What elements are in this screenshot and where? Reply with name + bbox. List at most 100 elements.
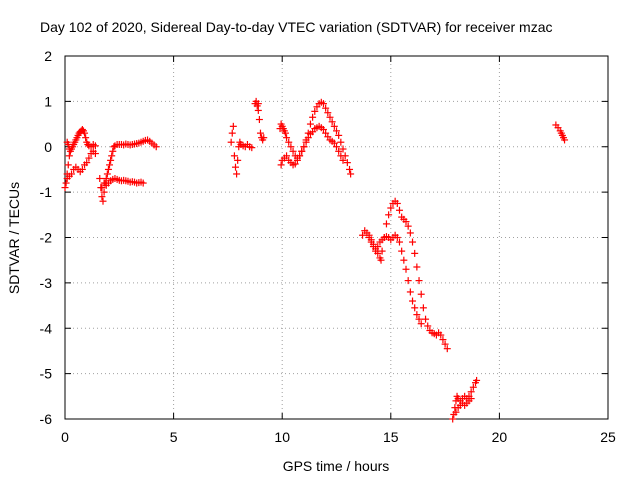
data-point: [404, 277, 412, 285]
data-point: [98, 193, 106, 201]
data-point: [232, 163, 240, 171]
data-point: [83, 159, 91, 167]
data-point: [398, 247, 406, 255]
data-point: [82, 134, 90, 142]
data-point: [99, 197, 107, 205]
data-point: [411, 304, 419, 312]
data-point: [395, 238, 403, 246]
data-point: [404, 222, 412, 230]
data-point: [406, 288, 414, 296]
data-point: [337, 138, 345, 146]
data-point: [467, 395, 475, 403]
data-point: [304, 134, 312, 142]
data-point: [103, 170, 111, 178]
data-point: [227, 138, 235, 146]
data-point: [289, 147, 297, 155]
y-tick-label: 2: [44, 48, 52, 64]
data-points: [61, 97, 569, 423]
x-tick-labels: 0 5 10 15 20 25: [61, 429, 616, 445]
data-point: [413, 311, 421, 319]
data-point: [339, 156, 347, 164]
data-point: [256, 129, 264, 137]
y-tick-label: -2: [40, 230, 53, 246]
data-point: [306, 120, 314, 128]
data-point: [319, 100, 327, 108]
data-point: [81, 129, 89, 137]
data-point: [402, 265, 410, 273]
data-point: [100, 188, 108, 196]
data-point: [473, 376, 481, 384]
data-point: [335, 131, 343, 139]
data-point: [68, 170, 76, 178]
data-point: [324, 109, 332, 117]
data-point: [415, 315, 423, 323]
data-point: [78, 126, 86, 134]
data-point: [346, 165, 354, 173]
data-point: [359, 231, 367, 239]
data-point: [443, 345, 451, 353]
data-point: [254, 100, 262, 108]
y-axis-label: SDTVAR / TECUs: [6, 182, 22, 294]
data-point: [330, 139, 338, 147]
data-point: [378, 247, 386, 255]
data-point: [65, 145, 73, 153]
data-point: [437, 331, 445, 339]
y-tick-label: -5: [40, 366, 53, 382]
data-point: [469, 383, 477, 391]
y-tick-label: -3: [40, 275, 53, 291]
grid-lines: [65, 56, 608, 419]
data-point: [339, 145, 347, 153]
data-point: [330, 122, 338, 130]
data-point: [287, 143, 295, 151]
data-point: [400, 256, 408, 264]
data-point: [561, 136, 569, 144]
data-point: [281, 129, 289, 137]
data-point: [439, 336, 447, 344]
data-point: [104, 165, 112, 173]
data-point: [326, 113, 334, 121]
data-point: [374, 243, 382, 251]
y-tick-labels: 2 1 0 -1 -2 -3 -4 -5 -6: [40, 48, 53, 427]
data-point: [424, 322, 432, 330]
plot-frame: [64, 55, 609, 420]
y-tick-label: 0: [44, 139, 52, 155]
data-point: [387, 204, 395, 212]
x-tick-label: 25: [600, 429, 616, 445]
data-point: [107, 156, 115, 164]
data-point: [402, 218, 410, 226]
data-point: [230, 152, 238, 160]
data-point: [139, 179, 147, 187]
x-tick-label: 20: [492, 429, 508, 445]
data-point: [78, 165, 86, 173]
data-point: [328, 118, 336, 126]
data-point: [409, 297, 417, 305]
data-point: [343, 159, 351, 167]
data-point: [309, 113, 317, 121]
data-point: [385, 211, 393, 219]
data-point: [91, 142, 99, 150]
data-point: [98, 184, 106, 192]
data-point: [283, 134, 291, 142]
x-tick-label: 15: [383, 429, 399, 445]
data-point: [337, 152, 345, 160]
data-point: [319, 126, 327, 134]
data-point: [283, 152, 291, 160]
data-point: [300, 143, 308, 151]
data-point: [109, 147, 117, 155]
data-point: [452, 408, 460, 416]
x-tick-label: 0: [61, 429, 69, 445]
data-point: [64, 161, 72, 169]
data-point: [365, 234, 373, 241]
data-point: [333, 127, 340, 135]
x-axis-label: GPS time / hours: [283, 458, 390, 474]
data-point: [298, 147, 306, 155]
data-point: [409, 238, 417, 246]
data-point: [62, 179, 70, 187]
data-point: [228, 129, 236, 137]
data-point: [233, 170, 241, 178]
data-point: [395, 206, 403, 214]
data-point: [411, 249, 419, 257]
data-point: [367, 238, 375, 246]
data-point: [254, 106, 262, 114]
